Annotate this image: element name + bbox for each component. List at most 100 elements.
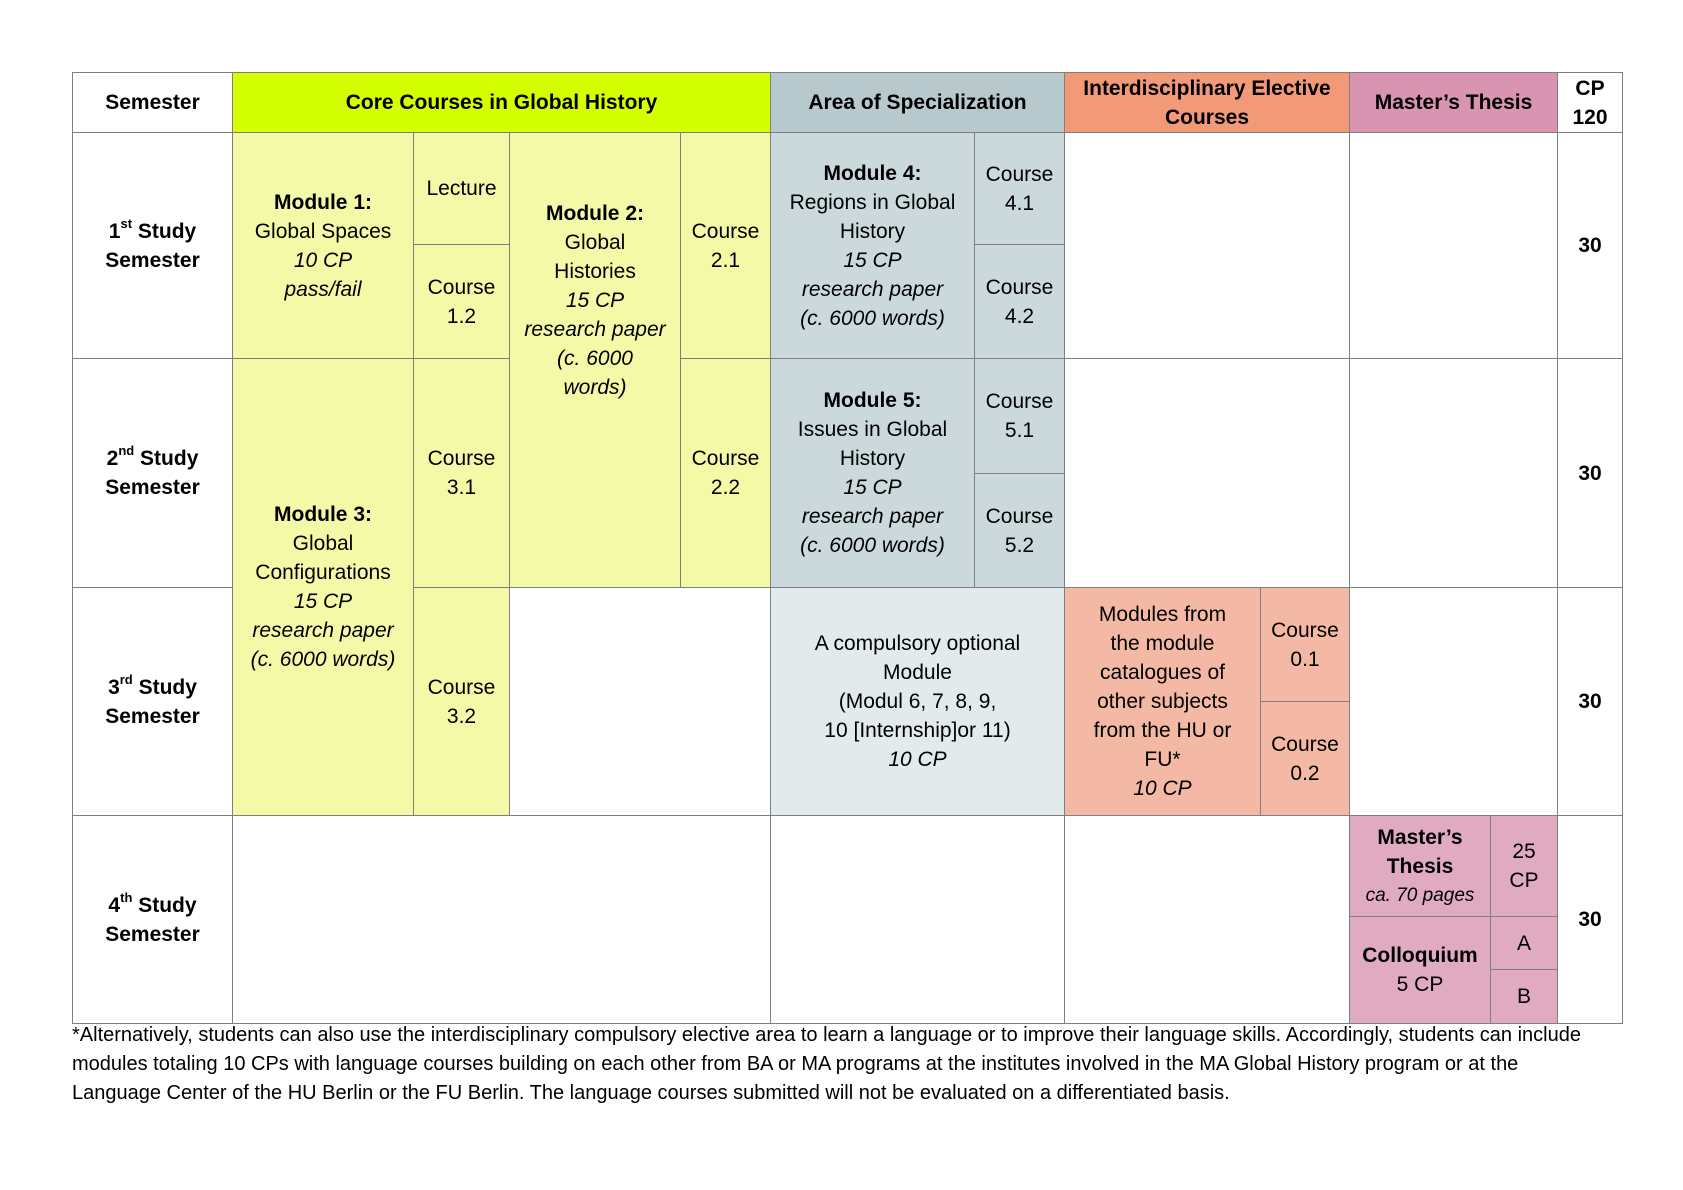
course-1-2-cell: Course 1.2 bbox=[413, 244, 510, 359]
elective-modules-line1: Modules from bbox=[1098, 603, 1227, 626]
module-5-name-line2: History bbox=[839, 447, 906, 470]
course-0-2-label: Course bbox=[1271, 732, 1339, 756]
module-1-cp: 10 CP bbox=[293, 248, 353, 272]
module-2-title: Module 2: bbox=[546, 201, 644, 225]
header-cp-label: CP bbox=[1575, 76, 1605, 100]
course-1-2-label: Course bbox=[427, 275, 496, 299]
module-1-note: pass/fail bbox=[284, 277, 362, 301]
course-3-1-label: Course bbox=[427, 447, 496, 470]
thesis-empty-semester-3 bbox=[1349, 587, 1558, 816]
module-2-note-line2: (c. 6000 bbox=[557, 346, 633, 370]
cp-semester-3-value: 30 bbox=[1578, 690, 1602, 713]
semester-4-line2: Semester bbox=[105, 922, 200, 946]
header-cp-value: 120 bbox=[1572, 105, 1608, 129]
course-3-2-cell: Course 3.2 bbox=[413, 587, 510, 816]
module-2-note-line1: research paper bbox=[524, 317, 666, 341]
colloquium-a-cell: A bbox=[1490, 916, 1558, 970]
course-2-2-label: Course bbox=[691, 447, 760, 470]
optional-module-line2: Module bbox=[883, 661, 952, 684]
header-elective-label: Interdisciplinary Elective Courses bbox=[1083, 76, 1331, 129]
course-5-1-label: Course bbox=[985, 390, 1054, 413]
course-2-2-cell: Course 2.2 bbox=[680, 358, 771, 588]
course-5-1-cell: Course 5.1 bbox=[974, 358, 1065, 474]
course-4-1-number: 4.1 bbox=[1004, 191, 1035, 215]
module-2-name-line2: Histories bbox=[554, 259, 636, 283]
module-5-note-line2: (c. 6000 words) bbox=[800, 534, 945, 557]
course-0-1-number: 0.1 bbox=[1290, 647, 1320, 671]
module-2-cp: 15 CP bbox=[565, 288, 625, 312]
optional-module-line3: (Modul 6, 7, 8, 9, bbox=[838, 690, 997, 713]
colloquium-cp: 5 CP bbox=[1396, 973, 1444, 996]
colloquium-b-label: B bbox=[1516, 985, 1531, 1008]
elective-empty-semester-2 bbox=[1064, 358, 1350, 588]
course-2-2-number: 2.2 bbox=[710, 476, 741, 499]
header-cp-total: CP 120 bbox=[1557, 72, 1623, 133]
elective-modules-cp: 10 CP bbox=[1133, 777, 1192, 800]
module-1-title: Module 1: bbox=[274, 190, 372, 214]
semester-2-label: 2nd Study Semester bbox=[72, 358, 233, 588]
module-5-note-line1: research paper bbox=[801, 505, 944, 528]
cp-semester-2-value: 30 bbox=[1578, 461, 1602, 485]
thesis-cp-value: 25 bbox=[1512, 840, 1536, 863]
cp-semester-2: 30 bbox=[1557, 358, 1623, 588]
course-4-1-label: Course bbox=[985, 162, 1054, 186]
thesis-empty-semester-1 bbox=[1349, 132, 1558, 359]
cp-semester-1: 30 bbox=[1557, 132, 1623, 359]
course-3-1-cell: Course 3.1 bbox=[413, 358, 510, 588]
course-3-1-number: 3.1 bbox=[446, 476, 477, 499]
course-0-1-cell: Course 0.1 bbox=[1260, 587, 1350, 702]
header-thesis-label: Master’s Thesis bbox=[1374, 91, 1533, 114]
colloquium-title: Colloquium bbox=[1362, 944, 1478, 967]
module-3-cp: 15 CP bbox=[293, 590, 353, 613]
course-3-2-label: Course bbox=[427, 675, 496, 699]
semester-2-line1: 2nd Study bbox=[106, 443, 199, 470]
header-masters-thesis: Master’s Thesis bbox=[1349, 72, 1558, 133]
optional-module-cp: 10 CP bbox=[888, 748, 947, 771]
module-5-cp: 15 CP bbox=[843, 476, 902, 499]
area-empty-semester-4 bbox=[770, 815, 1065, 1024]
core-empty-semester-3 bbox=[509, 587, 771, 816]
cp-semester-3: 30 bbox=[1557, 587, 1623, 816]
module-5-title: Module 5: bbox=[823, 389, 922, 412]
module-1-cell: Module 1: Global Spaces 10 CP pass/fail bbox=[232, 132, 414, 359]
header-elective-courses: Interdisciplinary Elective Courses bbox=[1064, 72, 1350, 133]
thesis-cp-unit: CP bbox=[1509, 869, 1539, 892]
colloquium-a-label: A bbox=[1516, 931, 1531, 955]
course-1-2-number: 1.2 bbox=[446, 304, 477, 328]
colloquium-b-cell: B bbox=[1490, 969, 1558, 1024]
header-semester-label: Semester bbox=[105, 91, 200, 114]
elective-modules-line5: from the HU or bbox=[1093, 719, 1232, 742]
optional-module-line1: A compulsory optional bbox=[814, 632, 1021, 655]
compulsory-optional-module-cell: A compulsory optional Module (Modul 6, 7… bbox=[770, 587, 1065, 816]
module-4-cp: 15 CP bbox=[843, 248, 902, 272]
course-5-2-cell: Course 5.2 bbox=[974, 473, 1065, 588]
semester-2-line2: Semester bbox=[105, 476, 200, 499]
thesis-cp-cell: 25 CP bbox=[1490, 815, 1558, 917]
module-3-title: Module 3: bbox=[274, 503, 372, 526]
module-3-note-line1: research paper bbox=[252, 619, 394, 642]
semester-3-label: 3rd Study Semester bbox=[72, 587, 233, 816]
elective-modules-line4: other subjects bbox=[1097, 690, 1228, 713]
thesis-title-line2: Thesis bbox=[1386, 854, 1454, 878]
module-2-cell: Module 2: Global Histories 15 CP researc… bbox=[509, 132, 681, 588]
semester-4-label: 4th Study Semester bbox=[72, 815, 233, 1024]
masters-thesis-cell: Master’s Thesis ca. 70 pages bbox=[1349, 815, 1491, 917]
semester-1-line2: Semester bbox=[105, 248, 200, 272]
course-0-2-cell: Course 0.2 bbox=[1260, 701, 1350, 816]
semester-3-line1: 3rd Study bbox=[108, 671, 197, 699]
elective-empty-semester-1 bbox=[1064, 132, 1350, 359]
lecture-label: Lecture bbox=[426, 177, 497, 200]
elective-empty-semester-4 bbox=[1064, 815, 1350, 1024]
thesis-empty-semester-2 bbox=[1349, 358, 1558, 588]
elective-modules-line6: FU* bbox=[1144, 748, 1181, 771]
course-5-2-number: 5.2 bbox=[1004, 533, 1035, 557]
elective-modules-cell: Modules from the module catalogues of ot… bbox=[1064, 587, 1261, 816]
course-4-1-cell: Course 4.1 bbox=[974, 132, 1065, 245]
course-5-1-number: 5.1 bbox=[1004, 419, 1035, 442]
module-2-note-line3: words) bbox=[563, 375, 627, 399]
module-4-title: Module 4: bbox=[823, 161, 922, 185]
module-2-name-line1: Global bbox=[564, 230, 626, 254]
course-2-1-label: Course bbox=[691, 219, 760, 243]
header-area-label: Area of Specialization bbox=[808, 91, 1027, 114]
module-3-name-line2: Configurations bbox=[255, 561, 391, 584]
